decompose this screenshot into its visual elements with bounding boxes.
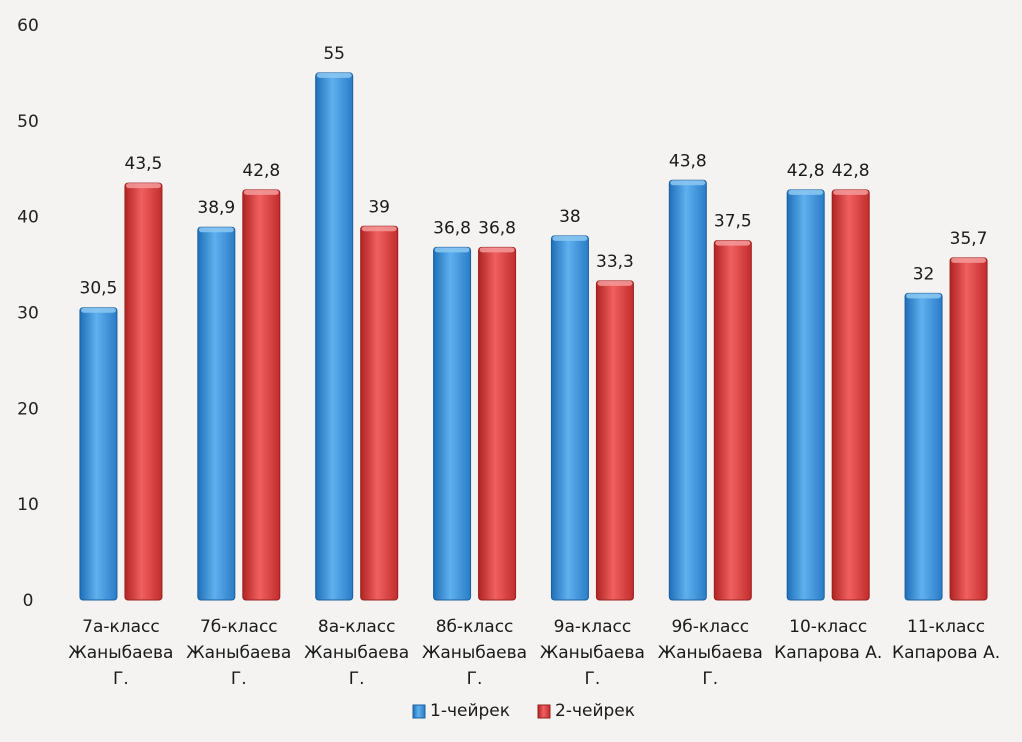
- data-label: 32: [913, 264, 935, 284]
- bar-top-cap: [597, 280, 633, 286]
- bar-top-cap: [788, 189, 824, 195]
- bar-series-2: [595, 280, 634, 601]
- data-label: 33,3: [596, 252, 634, 272]
- legend: 1-чейрек 2-чейрек: [412, 701, 635, 721]
- bar-top-cap: [243, 189, 279, 195]
- data-label: 35,7: [950, 229, 988, 249]
- bar-series-2: [124, 182, 163, 601]
- data-label: 36,8: [478, 218, 516, 238]
- bar-series-1: [786, 189, 825, 601]
- y-tick-label: 30: [17, 304, 39, 324]
- y-tick-label: 10: [17, 495, 39, 515]
- y-tick-label: 50: [17, 112, 39, 132]
- bar-top-cap: [670, 180, 706, 186]
- bar-series-1: [904, 292, 943, 601]
- category-label: 7а-класс Жаныбаева Г.: [68, 617, 173, 689]
- bar-series-2: [949, 257, 988, 601]
- bar-series-1: [433, 246, 472, 601]
- bar-top-cap: [951, 257, 987, 263]
- category-label: 10-класс Капарова А.: [774, 617, 882, 663]
- category-label: 8б-класс Жаныбаева Г.: [422, 617, 527, 689]
- data-label: 42,8: [242, 161, 280, 181]
- bar-top-cap: [125, 183, 161, 189]
- category-label: 7б-класс Жаныбаева Г.: [186, 617, 291, 689]
- data-label: 36,8: [433, 218, 471, 238]
- bar-top-cap: [80, 307, 116, 313]
- data-label: 42,8: [787, 161, 825, 181]
- y-tick-label: 40: [17, 208, 39, 228]
- bar-series-1: [550, 235, 589, 601]
- legend-label: 2-чейрек: [555, 701, 635, 721]
- bars-group: [79, 72, 988, 601]
- category-label: 9б-класс Жаныбаева Г.: [658, 617, 763, 689]
- bar-top-cap: [434, 247, 470, 253]
- category-label: 9а-класс Жаныбаева Г.: [540, 617, 645, 689]
- bar-top-cap: [361, 226, 397, 232]
- data-label: 37,5: [714, 212, 752, 232]
- legend-swatch: [412, 704, 426, 719]
- data-label: 38: [559, 207, 581, 227]
- x-axis: 7а-класс Жаныбаева Г.7б-класс Жаныбаева Г.8а…: [68, 617, 1000, 689]
- category-label: 11-класс Капарова А.: [892, 617, 1000, 663]
- bar-top-cap: [316, 72, 352, 78]
- bar-series-2: [831, 189, 870, 601]
- data-label: 43,8: [669, 151, 707, 171]
- bar-top-cap: [198, 227, 234, 233]
- data-label: 43,5: [125, 154, 163, 174]
- bar-series-1: [668, 179, 707, 601]
- data-label: 38,9: [197, 198, 235, 218]
- bar-series-2: [360, 225, 399, 601]
- category-label: 8а-класс Жаныбаева Г.: [304, 617, 409, 689]
- bar-top-cap: [833, 189, 869, 195]
- y-tick-label: 20: [17, 399, 39, 419]
- bar-top-cap: [479, 247, 515, 253]
- bar-top-cap: [552, 235, 588, 241]
- y-tick-label: 60: [17, 16, 39, 36]
- data-label: 30,5: [80, 279, 118, 299]
- bar-series-2: [713, 240, 752, 601]
- legend-label: 1-чейрек: [430, 701, 510, 721]
- bar-series-1: [79, 307, 118, 601]
- bar-top-cap: [906, 293, 942, 299]
- bar-series-1: [315, 72, 354, 601]
- y-axis: 0 10 20 30 40 50 60: [17, 16, 39, 611]
- data-label: 42,8: [832, 161, 870, 181]
- data-labels-group: 30,5 38,9 55 36,8 38 43,8 42,8 32 43,5 42,8 39 36,8…: [80, 44, 988, 299]
- bar-series-1: [197, 226, 236, 601]
- bar-series-2: [242, 189, 281, 601]
- legend-swatch: [537, 704, 551, 719]
- bar-series-2: [478, 246, 517, 601]
- data-label: 55: [323, 44, 345, 64]
- bar-top-cap: [715, 240, 751, 246]
- y-tick-label: 0: [23, 591, 34, 611]
- data-label: 39: [368, 197, 390, 217]
